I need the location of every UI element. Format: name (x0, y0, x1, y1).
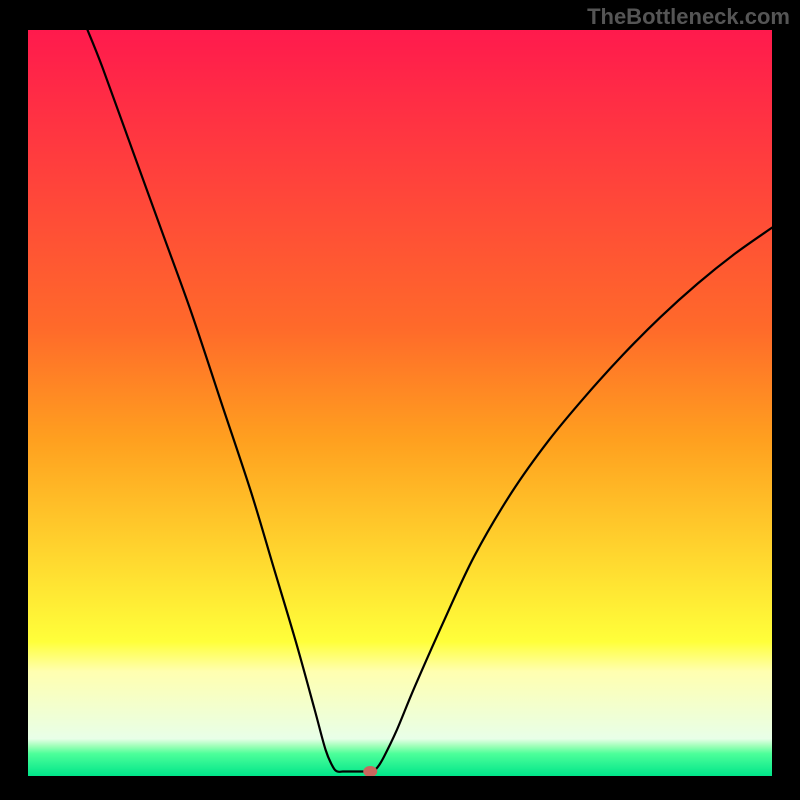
chart-wrapper: TheBottleneck.com (0, 0, 800, 800)
bottleneck-curve (88, 30, 772, 772)
minimum-marker (363, 766, 377, 776)
curve-svg (28, 30, 772, 776)
watermark-text: TheBottleneck.com (587, 4, 790, 30)
plot-gradient-area (28, 30, 772, 776)
